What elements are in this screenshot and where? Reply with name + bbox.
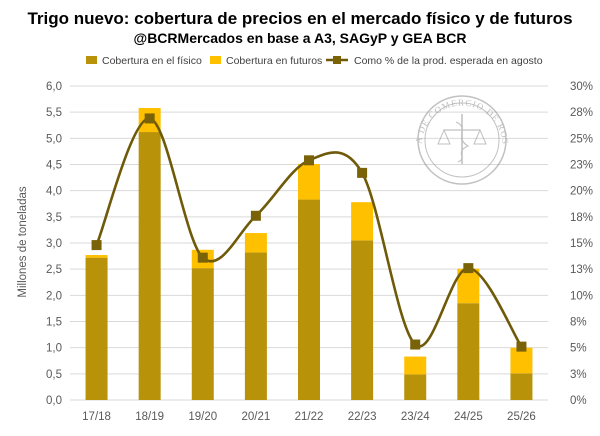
seal-pan-right (473, 128, 487, 145)
legend: Cobertura en el físico Cobertura en futur… (86, 55, 543, 67)
legend-label: Cobertura en futuros (226, 55, 322, 67)
legend-marker (333, 56, 341, 64)
line-marker (91, 240, 102, 251)
y-tick-label: 1,0 (46, 343, 62, 355)
y-axis-right: 0% 3% 5% 8% 10% 13% 15% 18% 20% 23% 25% 28% 30% (570, 81, 593, 407)
bars (85, 107, 533, 400)
bar-fisico (244, 252, 267, 400)
legend-label: Como % de la prod. esperada en agosto (354, 55, 543, 67)
y-tick-label: 4,5 (46, 160, 62, 172)
bar-futuros (85, 255, 108, 258)
line-marker (197, 252, 208, 263)
y2-tick-label: 25% (570, 133, 593, 145)
y2-tick-label: 10% (570, 290, 593, 302)
bar-fisico (510, 373, 533, 400)
bar-fisico (298, 199, 320, 400)
line-marker (357, 167, 368, 178)
line-marker (410, 339, 421, 350)
bar-futuros (510, 347, 533, 374)
bar-fisico (404, 374, 427, 400)
seal-outer-ring (417, 95, 507, 185)
legend-item-fisico: Cobertura en el físico (86, 55, 202, 67)
legend-item-futuros: Cobertura en futuros (210, 55, 322, 67)
y2-tick-label: 3% (570, 369, 587, 381)
y-tick-label: 2,0 (46, 290, 62, 302)
legend-swatch (86, 56, 97, 64)
percentage-line (91, 113, 527, 352)
x-tick-label: 25/26 (507, 411, 536, 423)
y2-tick-label: 5% (570, 343, 587, 355)
y-tick-label: 2,5 (46, 264, 62, 276)
y-tick-label: 5,5 (46, 107, 62, 119)
y-tick-label: 5,0 (46, 133, 62, 145)
x-tick-label: 19/20 (188, 411, 217, 423)
bar-futuros (457, 268, 480, 304)
chart-subtitle: @BCRMercados en base a A3, SAGyP y GEA B… (134, 30, 467, 46)
bar-fisico (457, 303, 480, 400)
y-tick-label: 0,0 (46, 395, 62, 407)
y-tick-label: 1,5 (46, 317, 62, 329)
bar-futuros (404, 356, 427, 375)
line-marker (250, 210, 261, 221)
line-marker (516, 341, 527, 352)
legend-swatch (210, 56, 221, 64)
y2-tick-label: 28% (570, 107, 593, 119)
x-tick-label: 20/21 (241, 411, 270, 423)
y-tick-label: 3,0 (46, 238, 62, 250)
x-tick-label: 23/24 (401, 411, 430, 423)
x-axis: 17/18 18/19 19/20 20/21 21/22 22/23 23/24 24/25… (82, 411, 536, 423)
line-marker (304, 155, 314, 166)
y-tick-label: 6,0 (46, 81, 62, 93)
y2-tick-label: 13% (570, 264, 593, 276)
bar-futuros (244, 233, 267, 253)
bar-fisico (351, 240, 374, 400)
bar-futuros (351, 202, 374, 241)
legend-item-porcentaje: Como % de la prod. esperada en agosto (326, 55, 543, 67)
y-axis-left: 0,0 0,5 1,0 1,5 2,0 2,5 3,0 3,5 4,0 4,5 5,0 5,5 6,0 (46, 81, 62, 407)
chart-title: Trigo nuevo: cobertura de precios en el … (27, 9, 572, 28)
y2-tick-label: 23% (570, 160, 593, 172)
seal-serpent (455, 121, 470, 163)
y2-tick-label: 18% (570, 212, 593, 224)
y-tick-label: 4,0 (46, 186, 62, 198)
line-marker (144, 113, 155, 124)
line-marker (463, 263, 474, 274)
y-tick-label: 0,5 (46, 369, 62, 381)
bar-fisico (138, 132, 161, 400)
bar-fisico (85, 257, 108, 400)
bar-futuros (298, 163, 320, 200)
y-tick-label: 3,5 (46, 212, 62, 224)
y2-tick-label: 20% (570, 186, 593, 198)
y2-tick-label: 30% (570, 81, 593, 93)
x-tick-label: 18/19 (135, 411, 164, 423)
seal-pan-left (437, 128, 451, 145)
y2-tick-label: 0% (570, 395, 587, 407)
y2-tick-label: 8% (570, 317, 587, 329)
x-tick-label: 22/23 (348, 411, 377, 423)
x-tick-label: 21/22 (295, 411, 324, 423)
y-axis-title: Millones de toneladas (17, 186, 29, 297)
y2-tick-label: 15% (570, 238, 593, 250)
x-tick-label: 17/18 (82, 411, 111, 423)
seal-inner-ring (424, 102, 500, 178)
legend-label: Cobertura en el físico (102, 55, 202, 67)
bar-fisico (191, 268, 214, 400)
x-tick-label: 24/25 (454, 411, 483, 423)
